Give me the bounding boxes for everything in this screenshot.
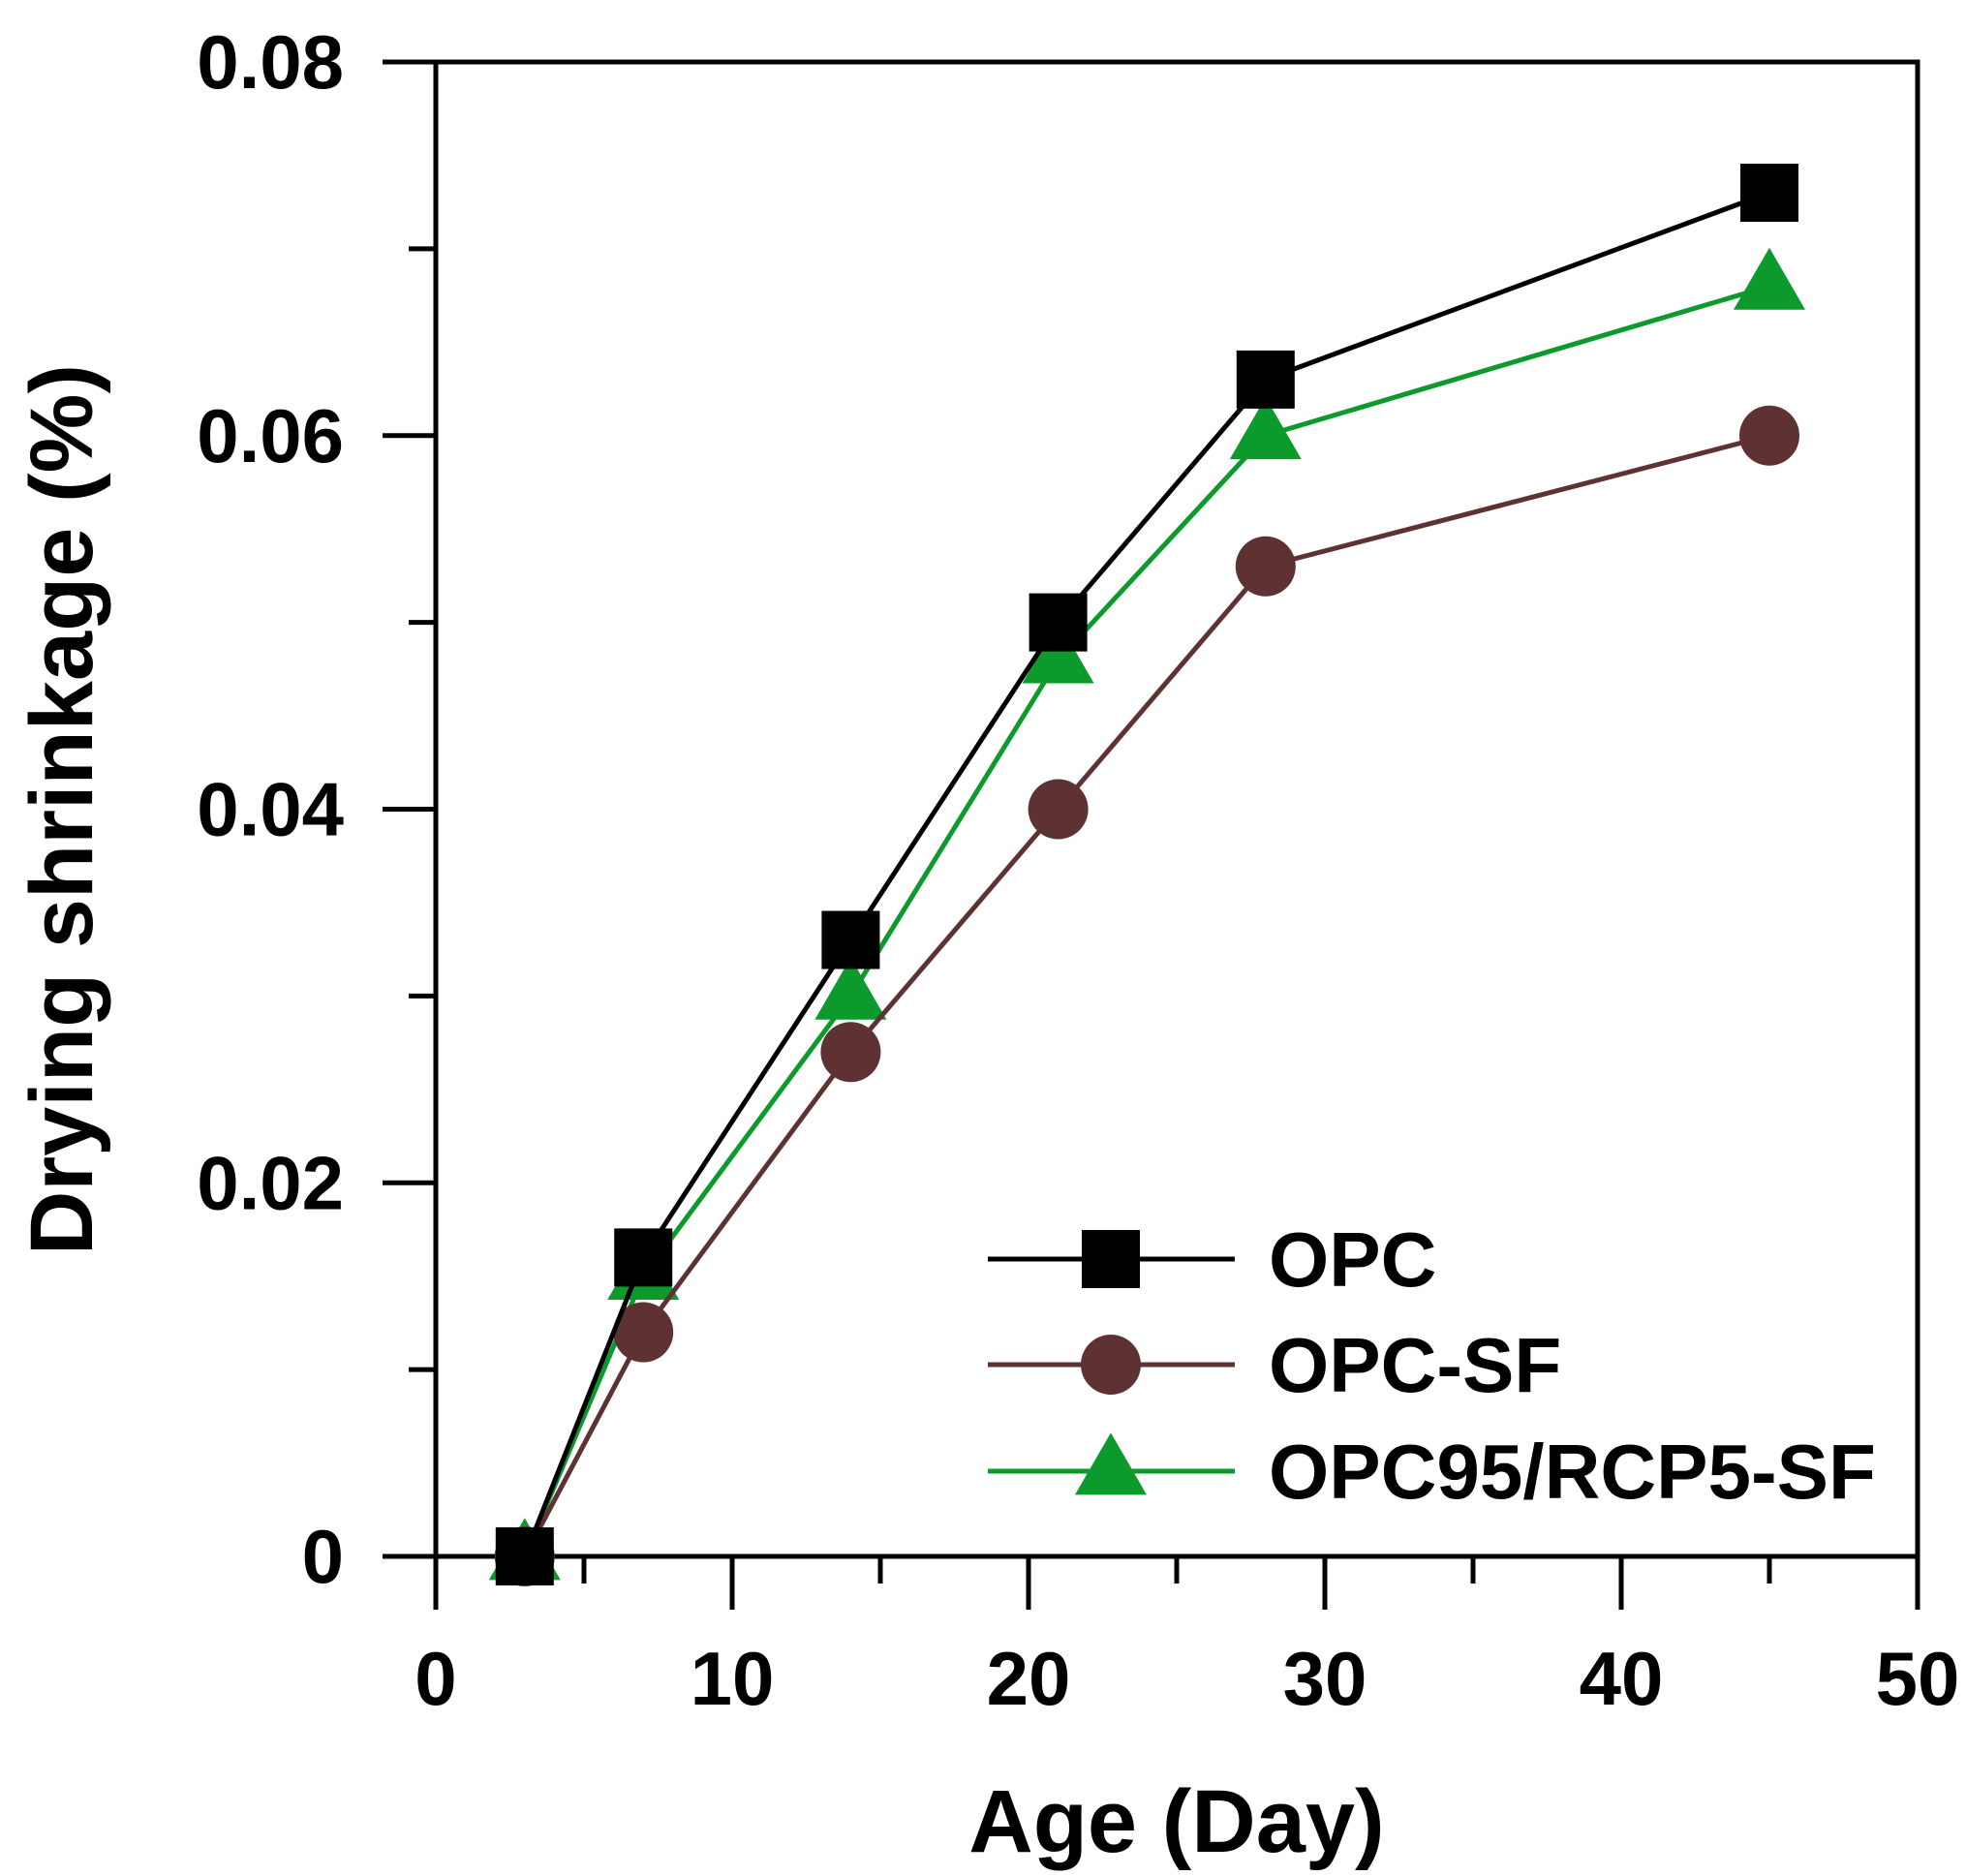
x-tick-label: 50 <box>1876 1636 1960 1721</box>
legend-item-opc: OPC <box>988 1216 1436 1303</box>
y-axis-title: Drying shrinkage (%) <box>13 364 111 1255</box>
y-tick-label: 0.02 <box>197 1140 344 1225</box>
x-axis-title: Age (Day) <box>968 1772 1384 1871</box>
data-point-square <box>1236 350 1295 409</box>
data-point-square <box>614 1228 673 1287</box>
legend-item-opc-sf: OPC-SF <box>988 1322 1561 1408</box>
y-tick-label: 0.04 <box>197 767 344 852</box>
data-point-triangle <box>1734 247 1805 310</box>
data-point-square <box>1029 593 1088 652</box>
y-tick-label: 0.08 <box>197 19 344 105</box>
legend-marker-circle <box>1081 1335 1141 1395</box>
legend-marker-triangle <box>1075 1432 1147 1495</box>
x-tick-label: 30 <box>1283 1636 1367 1721</box>
series-line <box>522 190 1770 1557</box>
data-point-circle <box>1235 536 1296 597</box>
legend-label: OPC <box>1269 1216 1436 1303</box>
data-point-circle <box>820 1022 881 1083</box>
legend-marker-square <box>1082 1230 1140 1288</box>
y-tick-label: 0 <box>302 1514 344 1599</box>
data-point-circle <box>613 1302 674 1363</box>
data-point-square <box>821 910 880 969</box>
y-tick-label: 0.06 <box>197 393 344 478</box>
series-layer <box>488 164 1805 1586</box>
data-point-triangle <box>1022 621 1094 684</box>
series-line <box>522 433 1770 1558</box>
data-point-circle <box>1739 405 1799 466</box>
series-opc <box>495 164 1798 1585</box>
legend-label: OPC-SF <box>1269 1322 1561 1408</box>
x-tick-label: 0 <box>415 1636 456 1721</box>
data-point-triangle <box>1229 397 1302 460</box>
series-opc-sf <box>494 405 1799 1586</box>
axis-ticks: 0 10 20 30 40 50 0 0.02 0.04 0.06 0.08 <box>197 19 1959 1721</box>
data-point-circle <box>1028 779 1089 840</box>
x-tick-label: 40 <box>1580 1636 1664 1721</box>
x-tick-label: 20 <box>987 1636 1071 1721</box>
legend: OPC OPC-SF OPC95/RCP5-SF <box>988 1216 1876 1515</box>
data-point-triangle <box>814 957 887 1020</box>
x-tick-label: 10 <box>691 1636 775 1721</box>
data-point-square <box>495 1527 554 1585</box>
legend-label: OPC95/RCP5-SF <box>1269 1429 1876 1515</box>
data-point-square <box>1740 164 1798 223</box>
legend-item-opc95-rcp5-sf: OPC95/RCP5-SF <box>988 1429 1876 1515</box>
series-opc95-rcp5-sf <box>488 247 1805 1581</box>
